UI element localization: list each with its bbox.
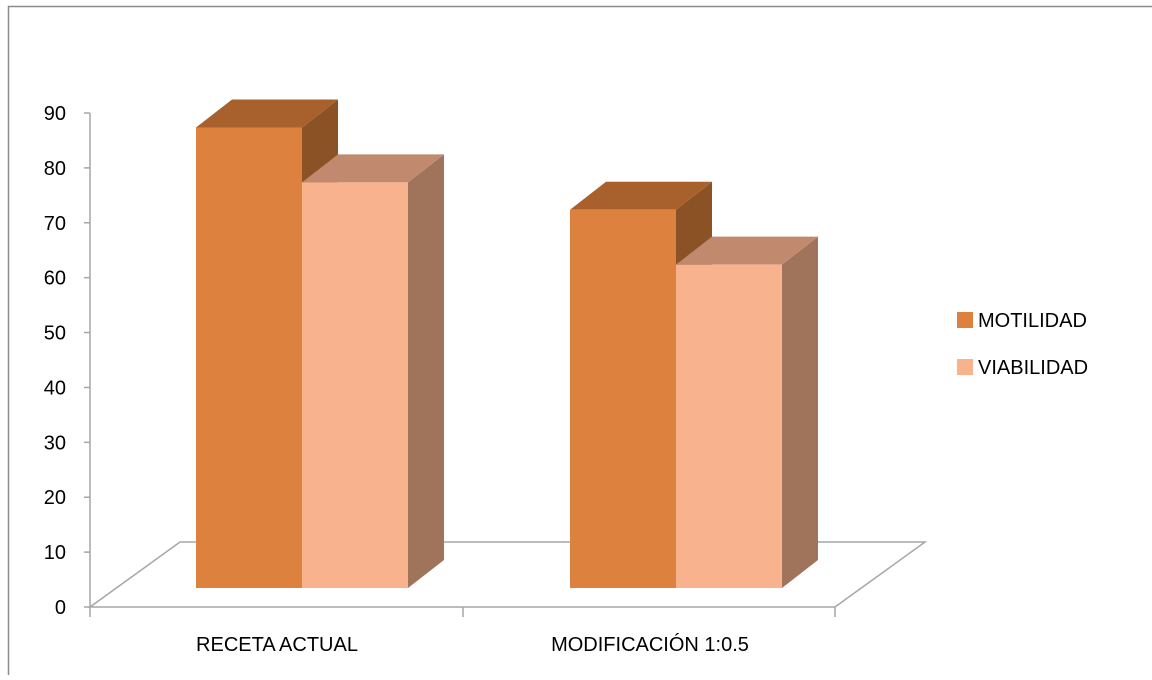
legend-swatch	[957, 359, 973, 375]
legend-label: VIABILIDAD	[978, 357, 1088, 379]
bar-viabilidad-1	[676, 237, 818, 588]
bar-front	[302, 182, 408, 588]
y-tick-label: 0	[55, 597, 66, 619]
bar-front	[676, 265, 782, 588]
x-category-label: RECETA ACTUAL	[196, 634, 358, 656]
y-tick-label: 40	[44, 377, 66, 399]
y-tick-label: 10	[44, 542, 66, 564]
legend-label: MOTILIDAD	[978, 310, 1087, 332]
bar-viabilidad-0	[302, 154, 444, 588]
y-tick-label: 30	[44, 432, 66, 454]
legend-swatch	[957, 312, 973, 328]
y-tick-label: 60	[44, 268, 66, 290]
x-category-label: MODIFICACIÓN 1:0.5	[551, 633, 749, 656]
y-tick-label: 90	[44, 103, 66, 125]
y-tick-label: 20	[44, 487, 66, 509]
y-tick-label: 50	[44, 323, 66, 345]
bar-front	[196, 127, 302, 588]
bar-front	[570, 210, 676, 588]
y-tick-label: 80	[44, 158, 66, 180]
bar-side	[408, 154, 444, 588]
bar-side	[782, 237, 818, 588]
y-tick-label: 70	[44, 213, 66, 235]
